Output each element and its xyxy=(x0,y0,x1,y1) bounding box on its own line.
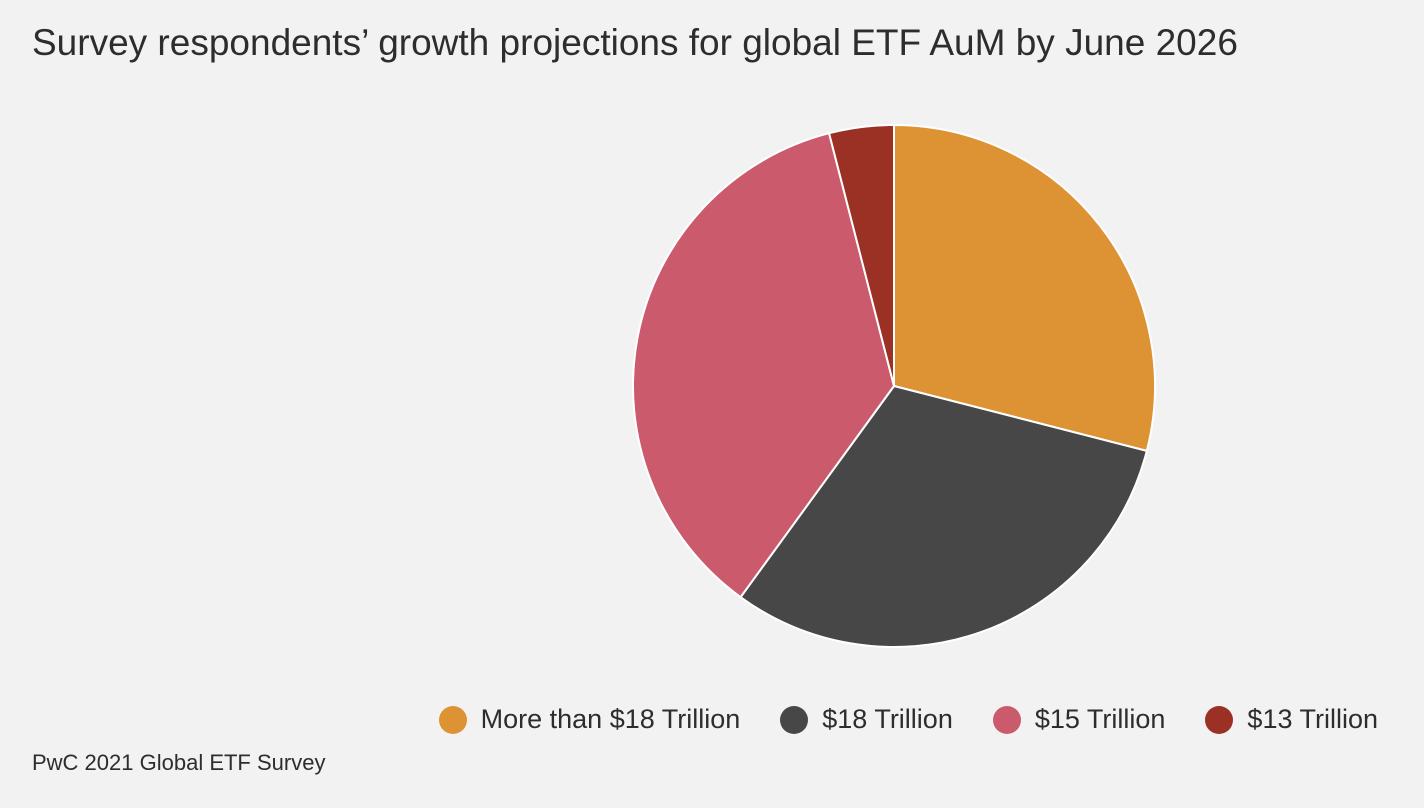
pie-slice-13-trillion[interactable] xyxy=(828,124,895,387)
legend-swatch-more-than-18-trillion xyxy=(438,705,467,734)
pie-slice-15-trillion[interactable] xyxy=(632,132,895,599)
legend-item-18-trillion[interactable]: $18 Trillion xyxy=(780,704,953,735)
legend-label-15-trillion: $15 Trillion xyxy=(1034,704,1166,734)
legend-label-more-than-18-trillion: More than $18 Trillion xyxy=(480,704,741,734)
legend-swatch-15-trillion xyxy=(992,705,1021,734)
legend-swatch-18-trillion xyxy=(780,705,809,734)
pie-slice-18-trillion[interactable] xyxy=(739,385,1148,648)
legend: More than $18 Trillion $18 Trillion $15 … xyxy=(438,704,1378,735)
legend-swatch-13-trillion xyxy=(1205,705,1234,734)
legend-item-more-than-18-trillion[interactable]: More than $18 Trillion xyxy=(438,704,741,735)
legend-label-13-trillion: $13 Trillion xyxy=(1247,704,1378,734)
legend-label-18-trillion: $18 Trillion xyxy=(822,704,953,734)
source-note: PwC 2021 Global ETF Survey xyxy=(32,750,326,775)
legend-item-13-trillion[interactable]: $13 Trillion xyxy=(1205,704,1378,735)
pie-slice-more-than-18-trillion[interactable] xyxy=(893,124,1156,452)
legend-item-15-trillion[interactable]: $15 Trillion xyxy=(992,704,1166,735)
chart-title: Survey respondents’ growth projections f… xyxy=(32,22,1238,63)
